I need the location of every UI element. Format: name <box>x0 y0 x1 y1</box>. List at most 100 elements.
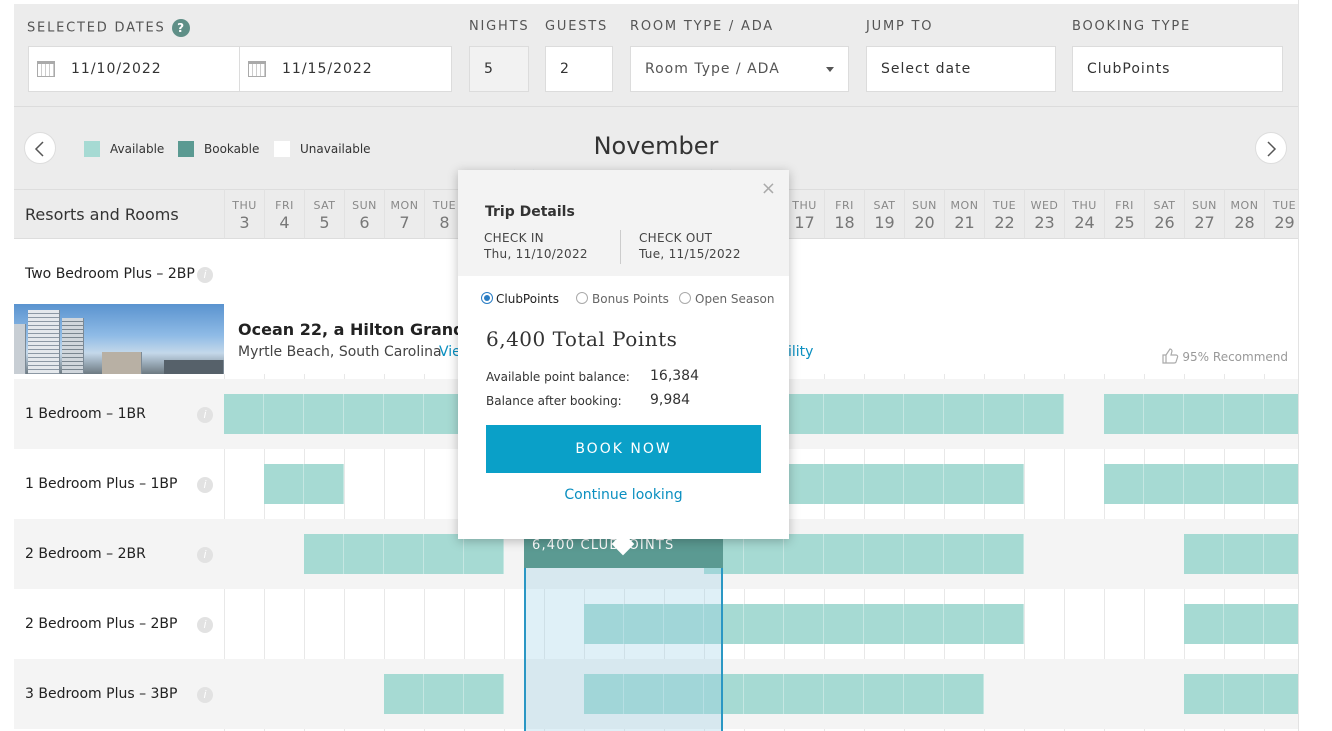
open-season-option-label[interactable]: Open Season <box>695 292 775 306</box>
trip-details-header <box>458 170 789 276</box>
availability-bar[interactable] <box>584 674 984 714</box>
day-column-header[interactable]: TUE 29 <box>1264 189 1298 239</box>
chevron-down-icon <box>826 67 834 72</box>
availability-bar[interactable] <box>584 604 1024 644</box>
availability-bar[interactable] <box>784 464 1024 504</box>
room-label[interactable]: 2 Bedroom Plus – 2BP i <box>14 589 224 659</box>
bonus-points-radio[interactable] <box>576 292 588 304</box>
recommend-rating: 95% Recommend <box>1161 347 1288 365</box>
view-resort-link[interactable]: Vie <box>439 344 461 360</box>
scrollbar-gutter[interactable] <box>1298 0 1332 731</box>
room-label[interactable]: 3 Bedroom Plus – 3BP i <box>14 659 224 729</box>
room-label[interactable]: 1 Bedroom – 1BR i <box>14 379 224 449</box>
info-icon[interactable]: i <box>197 687 213 703</box>
room-label-text: 1 Bedroom – 1BR <box>25 406 146 422</box>
day-number: 21 <box>954 213 975 232</box>
info-icon[interactable]: i <box>197 547 213 563</box>
day-column-header[interactable]: MON 28 <box>1224 189 1264 239</box>
day-of-week: MON <box>950 199 979 212</box>
guests-field[interactable]: 2 <box>545 46 613 92</box>
info-icon[interactable]: i <box>197 477 213 493</box>
day-column-header[interactable]: THU 17 <box>784 189 824 239</box>
chevron-right-icon <box>1267 141 1277 157</box>
jump-to-date-input[interactable]: Select date <box>866 46 1056 92</box>
availability-link[interactable]: ility <box>788 344 814 360</box>
availability-bar[interactable] <box>1184 534 1298 574</box>
day-column-header[interactable]: THU 24 <box>1064 189 1104 239</box>
check-out-date-input[interactable]: 11/15/2022 <box>239 46 452 92</box>
room-row: 2 Bedroom Plus – 2BP i <box>14 589 1298 659</box>
jump-to-label: JUMP TO <box>866 19 934 34</box>
bookable-swatch <box>178 141 194 157</box>
day-column-header[interactable]: WED 23 <box>1024 189 1064 239</box>
day-number: 29 <box>1274 213 1295 232</box>
room-label[interactable]: Two Bedroom Plus – 2BP i <box>14 239 224 309</box>
availability-bar[interactable] <box>1104 394 1298 434</box>
grid-line <box>1064 239 1065 731</box>
room-type-label: ROOM TYPE / ADA <box>630 19 774 34</box>
grid-line <box>224 239 225 731</box>
day-of-week: FRI <box>1115 199 1134 212</box>
grid-line <box>344 239 345 731</box>
day-column-header[interactable]: SUN 27 <box>1184 189 1224 239</box>
book-now-button[interactable]: BOOK NOW <box>486 425 761 473</box>
resort-photo[interactable] <box>14 304 224 374</box>
total-points: 6,400 Total Points <box>486 327 678 351</box>
day-number: 18 <box>834 213 855 232</box>
day-column-header[interactable]: FRI 4 <box>264 189 304 239</box>
after-booking-label: Balance after booking: <box>486 394 622 408</box>
day-column-header[interactable]: SUN 6 <box>344 189 384 239</box>
day-column-header[interactable]: TUE 8 <box>424 189 464 239</box>
day-column-header[interactable]: FRI 18 <box>824 189 864 239</box>
info-icon[interactable]: i <box>197 617 213 633</box>
day-number: 26 <box>1154 213 1175 232</box>
day-of-week: SUN <box>352 199 377 212</box>
availability-bar[interactable] <box>1104 464 1298 504</box>
booking-type-field[interactable]: ClubPoints <box>1072 46 1283 92</box>
bonus-points-option-label[interactable]: Bonus Points <box>592 292 669 306</box>
day-number: 28 <box>1234 213 1255 232</box>
resort-name[interactable]: Ocean 22, a Hilton Grand Vaca <box>238 320 513 339</box>
help-icon[interactable]: ? <box>171 19 190 37</box>
availability-bar[interactable] <box>704 534 1024 574</box>
day-column-header[interactable]: MON 21 <box>944 189 984 239</box>
thumbs-up-icon <box>1162 348 1179 364</box>
day-column-header[interactable]: SAT 26 <box>1144 189 1184 239</box>
day-column-header[interactable]: THU 3 <box>224 189 264 239</box>
resorts-rooms-header: Resorts and Rooms <box>14 189 224 239</box>
room-label[interactable]: 2 Bedroom – 2BR i <box>14 519 224 589</box>
close-icon[interactable]: × <box>760 178 776 199</box>
month-title: November <box>593 132 719 160</box>
legend-available: Available <box>110 142 165 156</box>
day-column-header[interactable]: FRI 25 <box>1104 189 1144 239</box>
check-in-date-input[interactable]: 11/10/2022 <box>28 46 240 92</box>
continue-looking-link[interactable]: Continue looking <box>564 487 683 503</box>
info-icon[interactable]: i <box>197 407 213 423</box>
room-label[interactable]: 1 Bedroom Plus – 1BP i <box>14 449 224 519</box>
clubpoints-radio[interactable] <box>481 292 493 304</box>
availability-bar[interactable] <box>384 674 504 714</box>
availability-bar[interactable] <box>1184 604 1298 644</box>
availability-bar[interactable] <box>1184 674 1298 714</box>
day-of-week: THU <box>232 199 257 212</box>
room-type-select[interactable]: Room Type / ADA <box>630 46 849 92</box>
day-of-week: MON <box>1230 199 1259 212</box>
info-icon[interactable]: i <box>197 267 213 283</box>
day-column-header[interactable]: SAT 5 <box>304 189 344 239</box>
open-season-radio[interactable] <box>679 292 691 304</box>
clubpoints-option-label[interactable]: ClubPoints <box>496 292 559 306</box>
day-number: 8 <box>439 213 450 232</box>
day-column-header[interactable]: TUE 22 <box>984 189 1024 239</box>
availability-bar[interactable] <box>264 464 344 504</box>
after-booking-value: 9,984 <box>650 392 691 408</box>
availability-bar[interactable] <box>304 534 504 574</box>
day-of-week: SAT <box>313 199 336 212</box>
day-of-week: THU <box>1072 199 1097 212</box>
chevron-left-icon <box>34 141 44 157</box>
day-column-header[interactable]: MON 7 <box>384 189 424 239</box>
day-column-header[interactable]: SUN 20 <box>904 189 944 239</box>
next-month-button[interactable] <box>1255 132 1287 164</box>
previous-month-button[interactable] <box>24 132 56 164</box>
day-column-header[interactable]: SAT 19 <box>864 189 904 239</box>
room-label-text: 2 Bedroom – 2BR <box>25 546 146 562</box>
